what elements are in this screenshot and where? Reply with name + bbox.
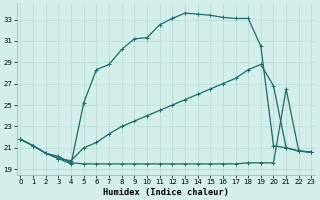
- X-axis label: Humidex (Indice chaleur): Humidex (Indice chaleur): [103, 188, 229, 197]
